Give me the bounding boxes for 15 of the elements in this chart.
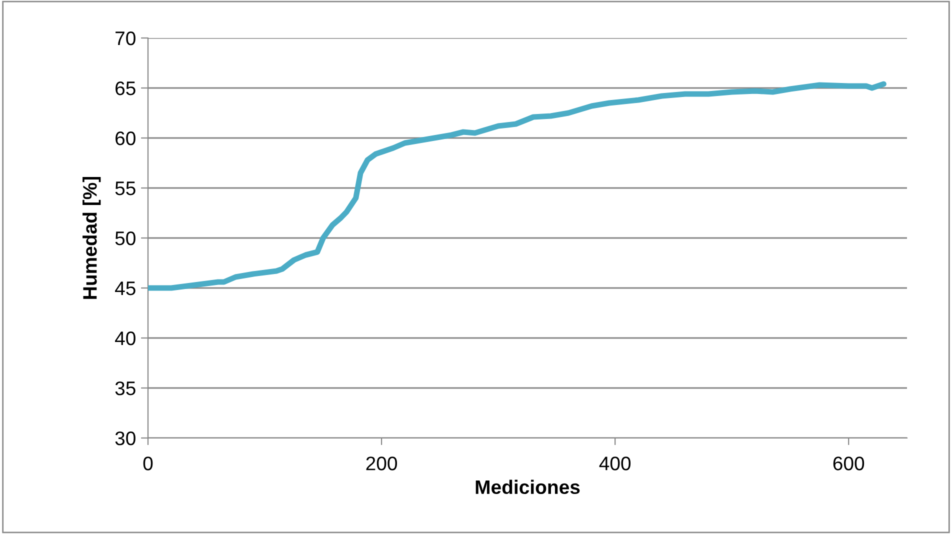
- y-tick-label: 35: [115, 381, 136, 396]
- x-tick-label: 0: [143, 456, 153, 470]
- y-tick-label: 40: [115, 331, 136, 346]
- y-tick-label: 45: [115, 282, 136, 296]
- x-tick-label: 400: [599, 456, 631, 470]
- y-tick-label: 30: [115, 431, 136, 446]
- y-axis-title: Humedad [%]: [82, 176, 101, 299]
- y-tick-label: 50: [115, 231, 136, 246]
- x-tick-label: 200: [366, 456, 397, 470]
- x-tick-label: 600: [833, 456, 864, 470]
- y-tick-label: 65: [116, 81, 136, 96]
- x-axis-title: Mediciones: [476, 480, 580, 494]
- y-tick-label: 55: [115, 182, 136, 196]
- y-tick-label: 60: [116, 131, 136, 146]
- y-tick-label: 70: [116, 31, 136, 46]
